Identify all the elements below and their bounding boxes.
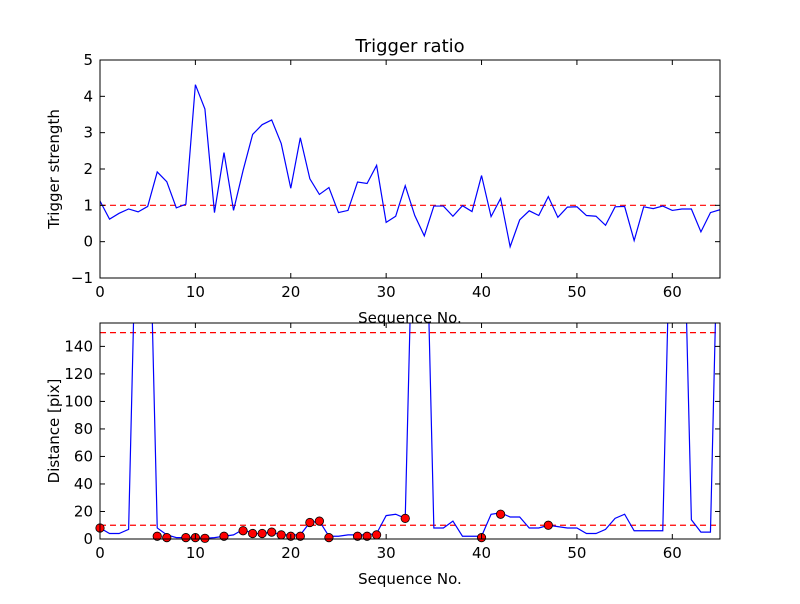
data-point xyxy=(352,531,363,541)
y-tick-label: 20 xyxy=(74,502,93,520)
data-point xyxy=(276,530,286,540)
x-tick-label: 0 xyxy=(95,283,105,301)
y-tick-label: −1 xyxy=(71,269,93,287)
data-point xyxy=(162,533,172,543)
data-point xyxy=(400,513,410,523)
x-tick-label: 50 xyxy=(567,544,586,562)
y-tick-label: 3 xyxy=(83,124,93,142)
data-point xyxy=(200,533,210,543)
data-point xyxy=(372,530,382,540)
data-point xyxy=(238,526,248,536)
data-point xyxy=(543,520,553,530)
x-axis-label: Sequence No. xyxy=(358,570,462,588)
data-point xyxy=(219,531,229,541)
data-point xyxy=(152,531,162,541)
data-point xyxy=(295,531,305,541)
chart-title: Trigger ratio xyxy=(354,36,464,57)
x-tick-label: 30 xyxy=(377,544,396,562)
x-tick-label: 50 xyxy=(567,283,586,301)
y-tick-label: 4 xyxy=(83,87,93,105)
y-tick-label: 2 xyxy=(83,160,93,178)
data-point xyxy=(496,509,506,519)
bottom-panel: 0 10 20 30 40 50 60 0 20 40 60 80 100 120 140 Sequence … xyxy=(45,322,721,588)
x-tick-label: 0 xyxy=(95,544,105,562)
x-tick-label: 10 xyxy=(186,283,205,301)
data-point xyxy=(305,517,315,528)
data-point xyxy=(248,528,258,539)
x-tick-label: 40 xyxy=(472,544,491,562)
y-axis-label: Trigger strength xyxy=(45,109,63,230)
y-tick-label: 80 xyxy=(74,420,93,438)
y-tick-label: 1 xyxy=(83,196,93,214)
y-tick-label: 120 xyxy=(64,365,93,383)
series-line xyxy=(100,84,720,250)
data-point xyxy=(181,533,191,543)
y-tick-label: 40 xyxy=(74,475,93,493)
y-tick-label: 140 xyxy=(64,337,93,355)
data-point xyxy=(314,516,324,526)
x-tick-label: 60 xyxy=(663,283,682,301)
y-tick-label: 60 xyxy=(74,447,93,465)
x-tick-label: 20 xyxy=(281,283,300,301)
x-tick-label: 60 xyxy=(663,544,682,562)
y-tick-label: 5 xyxy=(83,51,93,69)
x-tick-label: 20 xyxy=(281,544,300,562)
y-tick-label: 100 xyxy=(64,392,93,410)
axes-frame xyxy=(99,322,721,540)
y-tick-label: 0 xyxy=(83,530,93,548)
y-tick-label: 0 xyxy=(83,233,93,251)
data-point xyxy=(324,533,334,543)
data-point xyxy=(267,527,277,537)
x-tick-label: 30 xyxy=(377,283,396,301)
x-tick-label: 40 xyxy=(472,283,491,301)
data-point xyxy=(257,528,267,539)
data-point xyxy=(362,531,372,541)
x-tick-label: 10 xyxy=(186,544,205,562)
axes-frame xyxy=(99,59,721,279)
y-axis-label: Distance [pix] xyxy=(45,379,63,484)
